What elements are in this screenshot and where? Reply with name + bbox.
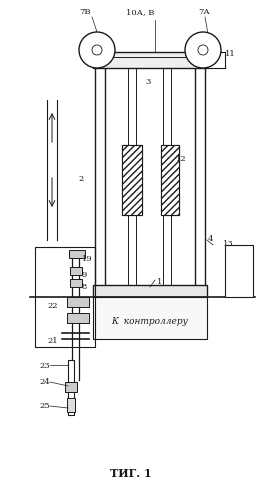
Text: К  контроллеру: К контроллеру xyxy=(112,316,188,326)
Bar xyxy=(161,145,179,215)
Text: 1: 1 xyxy=(157,278,162,286)
Text: ΤИГ. 1: ΤИГ. 1 xyxy=(110,468,152,479)
Bar xyxy=(93,285,207,297)
Bar xyxy=(67,313,89,323)
Bar xyxy=(122,145,142,215)
Bar xyxy=(70,279,82,287)
Bar xyxy=(67,297,89,307)
Circle shape xyxy=(79,32,115,68)
Text: 9: 9 xyxy=(82,271,87,279)
Text: 3: 3 xyxy=(145,78,150,86)
Text: 22: 22 xyxy=(47,302,58,310)
Bar xyxy=(67,398,75,412)
Text: 21: 21 xyxy=(47,337,58,345)
Text: 13: 13 xyxy=(223,240,233,248)
Bar xyxy=(68,360,74,415)
Bar xyxy=(65,382,77,392)
Bar xyxy=(70,267,82,275)
Text: 7В: 7В xyxy=(79,8,90,16)
Bar xyxy=(161,145,179,215)
Circle shape xyxy=(198,45,208,55)
Text: 10А, В: 10А, В xyxy=(126,8,154,16)
Bar xyxy=(69,250,85,258)
Text: 24: 24 xyxy=(39,378,50,386)
Text: 8: 8 xyxy=(82,283,87,291)
Circle shape xyxy=(92,45,102,55)
Circle shape xyxy=(185,32,221,68)
Text: 4: 4 xyxy=(208,235,214,243)
Text: 12: 12 xyxy=(176,155,187,163)
Text: 19: 19 xyxy=(82,255,93,263)
Bar xyxy=(35,247,95,347)
Text: 25: 25 xyxy=(39,402,50,410)
Text: 2: 2 xyxy=(78,175,83,183)
Bar xyxy=(93,52,207,68)
Text: 7А: 7А xyxy=(198,8,210,16)
Bar xyxy=(225,245,253,297)
Bar xyxy=(122,145,142,215)
Bar xyxy=(93,297,207,339)
Text: 23: 23 xyxy=(39,362,50,370)
Text: 11: 11 xyxy=(225,50,236,58)
